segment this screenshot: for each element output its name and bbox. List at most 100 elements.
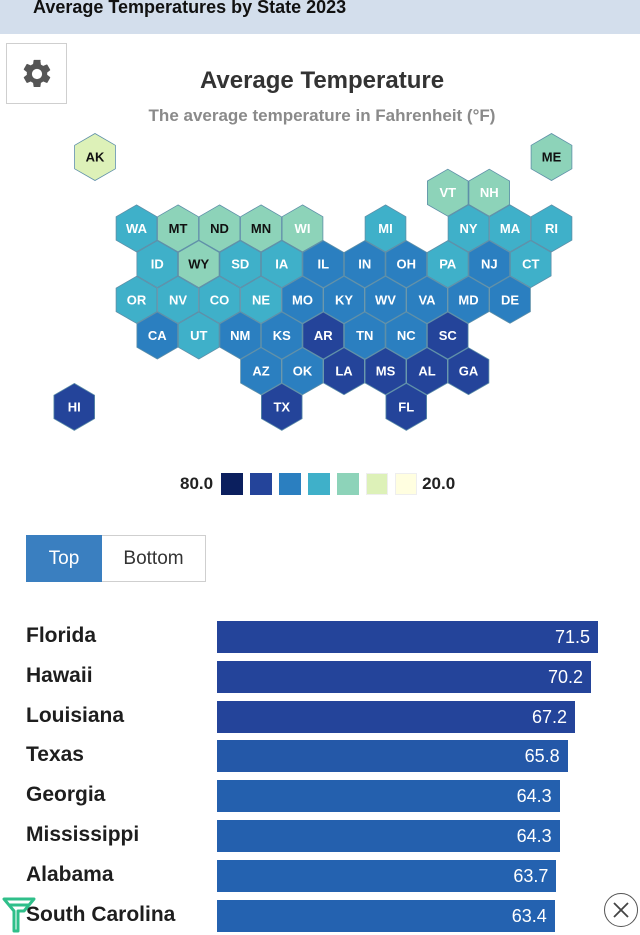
bar-value-label: 63.7 bbox=[513, 865, 549, 886]
state-label: MO bbox=[292, 292, 313, 307]
state-hex-az[interactable]: AZ bbox=[240, 347, 282, 396]
state-label: FL bbox=[398, 399, 414, 414]
state-label: ME bbox=[542, 150, 562, 165]
state-hex-al[interactable]: AL bbox=[406, 347, 448, 396]
state-hex-mi[interactable]: MI bbox=[364, 204, 407, 253]
ranking-row: Hawaii 70.2 bbox=[0, 658, 640, 693]
state-hex-ms[interactable]: MS bbox=[364, 347, 407, 396]
ranking-row: Florida 71.5 bbox=[0, 618, 640, 653]
state-hex-wy[interactable]: WY bbox=[177, 240, 220, 289]
state-hex-ok[interactable]: OK bbox=[281, 347, 324, 396]
state-label: NM bbox=[230, 328, 250, 343]
state-label: MT bbox=[169, 221, 188, 236]
state-hex-nc[interactable]: NC bbox=[385, 311, 428, 360]
state-hex-ne[interactable]: NE bbox=[240, 275, 282, 324]
brand-logo-icon[interactable] bbox=[0, 895, 40, 935]
state-hex-or[interactable]: OR bbox=[115, 275, 158, 324]
state-name: Florida bbox=[26, 624, 97, 647]
temperature-bar[interactable]: 63.4 bbox=[217, 899, 555, 932]
ranking-row: South Carolina 63.4 bbox=[0, 897, 640, 932]
legend-low-label: 20.0 bbox=[422, 474, 456, 493]
state-label: MD bbox=[458, 292, 478, 307]
state-hex-hi[interactable]: HI bbox=[53, 382, 95, 431]
state-hex-mn[interactable]: MN bbox=[240, 204, 282, 253]
state-hex-tx[interactable]: TX bbox=[260, 382, 303, 431]
state-label: GA bbox=[459, 364, 479, 379]
state-hex-ny[interactable]: NY bbox=[447, 204, 490, 253]
state-label: UT bbox=[190, 328, 207, 343]
state-hex-tn[interactable]: TN bbox=[343, 311, 386, 360]
state-hex-nm[interactable]: NM bbox=[219, 311, 262, 360]
state-hex-ct[interactable]: CT bbox=[509, 240, 552, 289]
state-hex-ia[interactable]: IA bbox=[260, 240, 303, 289]
chart-title: Average Temperature bbox=[199, 67, 445, 94]
state-label: MN bbox=[251, 221, 271, 236]
state-label: WV bbox=[375, 292, 396, 307]
state-hex-sc[interactable]: SC bbox=[426, 311, 469, 360]
state-hex-id[interactable]: ID bbox=[136, 240, 179, 289]
state-hex-vt[interactable]: VT bbox=[426, 168, 469, 217]
state-label: NJ bbox=[481, 257, 498, 272]
state-hex-ri[interactable]: RI bbox=[530, 204, 573, 253]
state-hex-nv[interactable]: NV bbox=[157, 275, 199, 324]
state-hex-ut[interactable]: UT bbox=[177, 311, 220, 360]
state-hex-il[interactable]: IL bbox=[302, 240, 345, 289]
state-hex-nd[interactable]: ND bbox=[198, 204, 241, 253]
temperature-bar[interactable]: 67.2 bbox=[217, 700, 576, 733]
state-label: VT bbox=[439, 185, 456, 200]
state-hex-ak[interactable]: AK bbox=[74, 133, 116, 181]
state-hex-ca[interactable]: CA bbox=[136, 311, 179, 360]
state-label: ND bbox=[210, 221, 229, 236]
temperature-bar[interactable]: 64.3 bbox=[217, 780, 560, 813]
state-hex-me[interactable]: ME bbox=[530, 133, 573, 181]
bar-value-label: 64.3 bbox=[516, 786, 552, 807]
gear-icon bbox=[23, 59, 50, 87]
state-hex-va[interactable]: VA bbox=[406, 275, 448, 324]
state-hex-de[interactable]: DE bbox=[489, 275, 531, 324]
bottom-button[interactable]: Bottom bbox=[102, 535, 206, 582]
state-hex-ga[interactable]: GA bbox=[447, 347, 490, 396]
state-label: AK bbox=[86, 150, 105, 165]
state-hex-ma[interactable]: MA bbox=[489, 204, 531, 253]
state-name: Mississippi bbox=[26, 823, 140, 846]
state-hex-pa[interactable]: PA bbox=[426, 240, 469, 289]
state-hex-oh[interactable]: OH bbox=[385, 240, 428, 289]
state-hex-la[interactable]: LA bbox=[323, 347, 365, 396]
state-hex-mo[interactable]: MO bbox=[281, 275, 324, 324]
temperature-bar[interactable]: 63.7 bbox=[217, 859, 557, 892]
temperature-bar[interactable]: 71.5 bbox=[217, 621, 598, 653]
state-label: RI bbox=[545, 221, 558, 236]
top-button[interactable]: Top bbox=[26, 535, 102, 582]
state-hex-wv[interactable]: WV bbox=[364, 275, 407, 324]
state-label: VA bbox=[418, 292, 436, 307]
state-label: HI bbox=[68, 399, 81, 414]
bar-value-label: 64.3 bbox=[516, 826, 552, 846]
state-hex-ar[interactable]: AR bbox=[302, 311, 345, 360]
state-hex-nh[interactable]: NH bbox=[468, 168, 511, 217]
state-hex-wi[interactable]: WI bbox=[281, 204, 324, 253]
temperature-bar[interactable]: 65.8 bbox=[217, 740, 568, 773]
state-hex-ks[interactable]: KS bbox=[260, 311, 303, 360]
state-label: OK bbox=[293, 364, 313, 379]
state-hex-md[interactable]: MD bbox=[447, 275, 490, 324]
state-hex-nj[interactable]: NJ bbox=[468, 240, 511, 289]
state-hex-ky[interactable]: KY bbox=[323, 275, 365, 324]
ranking-row: Alabama 63.7 bbox=[0, 857, 640, 892]
state-label: OR bbox=[127, 292, 147, 307]
temperature-bar[interactable]: 64.3 bbox=[217, 820, 560, 852]
close-button[interactable] bbox=[604, 893, 638, 927]
settings-button[interactable] bbox=[6, 43, 67, 104]
state-label: AZ bbox=[252, 364, 269, 379]
ranking-row: Georgia 64.3 bbox=[0, 777, 640, 813]
state-hex-fl[interactable]: FL bbox=[385, 382, 428, 431]
state-label: SD bbox=[231, 257, 249, 272]
state-hex-sd[interactable]: SD bbox=[219, 240, 262, 289]
state-hex-wa[interactable]: WA bbox=[115, 204, 158, 253]
legend-swatch bbox=[221, 473, 244, 495]
state-hex-in[interactable]: IN bbox=[343, 240, 386, 289]
temperature-bar[interactable]: 70.2 bbox=[217, 660, 592, 693]
chart-subtitle: The average temperature in Fahrenheit (°… bbox=[148, 106, 496, 125]
state-label: DE bbox=[501, 292, 519, 307]
state-hex-co[interactable]: CO bbox=[198, 275, 241, 324]
state-hex-mt[interactable]: MT bbox=[157, 204, 199, 253]
